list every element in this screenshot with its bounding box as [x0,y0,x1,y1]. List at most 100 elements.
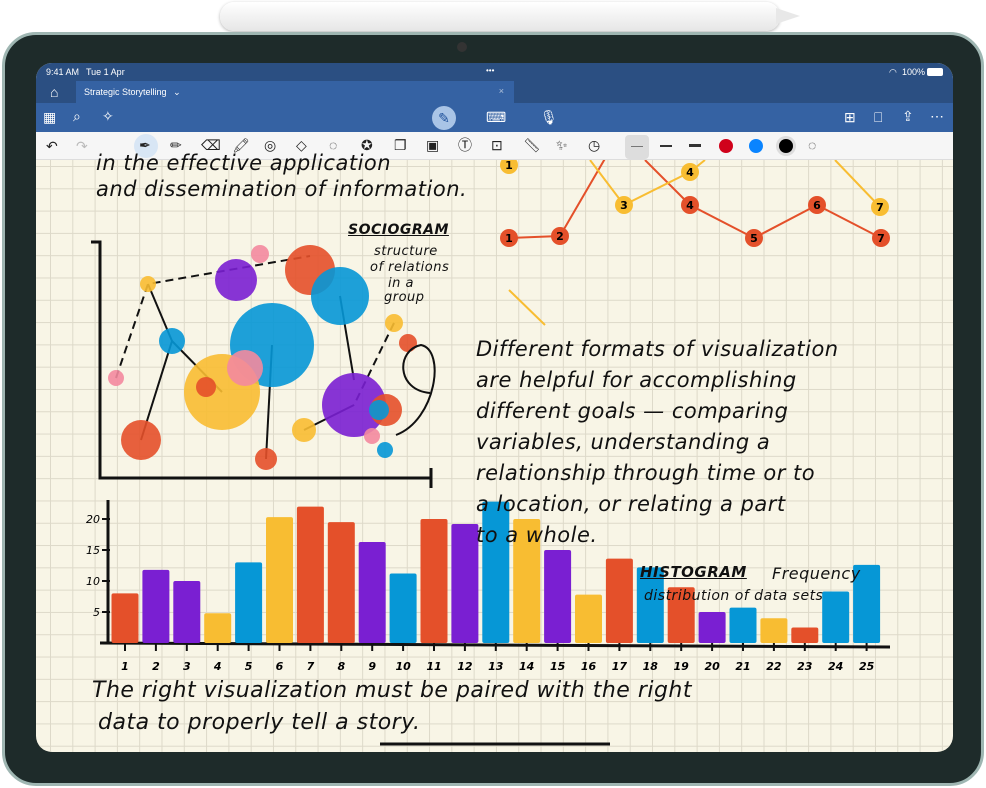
histogram-bar [698,612,726,643]
share-icon[interactable]: ⇪ [902,108,914,124]
histogram-bar [667,587,695,643]
x-tick-label: 2 [152,660,160,673]
color-blue[interactable] [749,139,763,153]
wifi-icon: ◠ [889,67,897,77]
sociogram-link [353,322,395,406]
image-icon[interactable]: ▣ [426,137,440,153]
lasso-icon[interactable]: ◌ [329,137,338,153]
x-tick-label: 18 [643,660,659,673]
chevron-down-icon[interactable]: ⌄ [173,87,181,97]
color-black[interactable] [776,136,796,156]
tab-strategic-storytelling[interactable]: Strategic Storytelling ⌄ × [76,81,514,103]
close-tab-icon[interactable]: × [498,86,504,96]
sticker-icon[interactable]: ✪ [361,137,373,153]
microphone-icon[interactable]: 🎙︎ [540,109,558,125]
paragraph-line: a location, or relating a part [476,492,786,516]
bookmark-icon[interactable]: ⎕ [874,109,883,125]
pencil-icon[interactable]: ✏ [170,137,182,153]
sociogram-node [251,245,269,263]
x-tick-label: 9 [368,660,376,673]
histogram-bar [482,501,510,643]
histogram-bar [605,558,633,643]
intro-line-1: in the effective application [96,151,392,175]
undo-icon[interactable]: ↶ [46,138,58,154]
grid-icon[interactable]: ▦ [43,109,57,125]
sociogram-node [399,334,417,352]
histogram-bar [791,627,819,643]
eraser-icon[interactable]: ⌫ [201,137,221,153]
histogram-bar [513,519,541,643]
histogram-bar [266,517,293,643]
lasso-sparkle-icon[interactable]: ✧ [102,108,114,124]
yellow-series-point [681,163,699,181]
search-icon[interactable]: ⌕ [73,108,81,124]
sociogram-node [121,420,161,460]
red-line-segment [508,160,606,239]
red-series-label: 4 [686,199,694,212]
multitask-dots-icon[interactable]: ••• [486,66,495,75]
scan-icon[interactable]: ⊡ [491,137,503,153]
add-page-icon[interactable]: ⊞ [844,109,856,125]
histogram-bar [327,522,355,643]
yellow-line-segment [589,160,706,207]
sociogram-caption-2: of relations [370,260,450,275]
stroke-medium[interactable] [660,145,672,147]
red-series-point [500,229,518,247]
x-tick-label: 10 [395,660,411,673]
text-box-icon[interactable]: Ⓣ [458,137,472,153]
yellow-series-label: 3 [620,199,628,212]
status-bar: 9:41 AM Tue 1 Apr ••• ◠ 100% [36,63,953,81]
magic-wand-icon[interactable]: ✨︎ [556,137,568,153]
x-tick-label: 3 [183,660,191,673]
paragraph-line: Different formats of visualization [476,337,839,361]
color-red[interactable] [719,139,733,153]
histogram-bar [204,613,232,643]
sociogram-node [255,448,277,470]
x-tick-label: 8 [337,660,345,673]
closing-line-2: data to properly tell a story. [98,710,421,735]
pen-mode-icon[interactable]: ✎ [432,106,456,130]
sociogram-link [115,255,311,379]
shapes-icon[interactable]: ◇ [296,137,307,153]
sociogram-node [196,377,216,397]
keyboard-icon[interactable]: ⌨ [486,109,507,125]
stroke-thin[interactable] [625,135,649,159]
apple-pencil [220,2,780,31]
y-tick-label: 15 [86,544,100,557]
red-series-point [872,229,890,247]
sociogram-link [140,283,174,441]
y-tick-label: 5 [93,606,100,619]
histogram-bar [235,562,263,643]
pen-icon[interactable]: ✒ [139,137,151,153]
screen: 9:41 AM Tue 1 Apr ••• ◠ 100% ⌂ Strategic… [36,63,953,752]
ruler-icon[interactable]: 📏︎ [523,137,541,153]
history-icon[interactable]: ◷ [588,137,601,153]
sociogram-axes [91,240,431,480]
sticky-note-icon[interactable]: ❐ [394,137,407,153]
x-tick-label: 14 [519,660,534,673]
home-icon[interactable]: ⌂ [50,84,59,100]
yellow-series-label: 4 [686,166,694,179]
more-icon[interactable]: ⋯ [930,108,944,124]
sociogram-node [322,373,386,437]
tape-icon[interactable]: ◎ [264,137,277,153]
redo-icon[interactable]: ↷ [76,138,88,154]
histogram-bar [173,581,201,643]
highlighter-icon[interactable]: 🖍︎ [232,137,250,153]
stroke-thick[interactable] [689,144,701,147]
add-color-icon[interactable]: ◌ [808,137,817,153]
camera [457,42,467,52]
histogram-bar [451,523,479,643]
x-tick-label: 12 [457,660,473,673]
sociogram-node [364,428,380,444]
note-canvas[interactable]: 1 2 4 5 6 7 1 3 4 7 5 10 15 20 1 2 3 4 5 6 7 8 9 10 11 12 13 14 15 16… [36,151,953,752]
histogram-bar [853,564,881,643]
histogram-bar [544,550,572,643]
yellow-series-label: 1 [505,160,513,172]
red-series-point [808,196,826,214]
status-time: 9:41 AM [46,67,80,77]
sociogram-node [292,418,316,442]
histogram-bar [142,569,170,643]
sociogram-caption-1: structure [374,244,438,259]
